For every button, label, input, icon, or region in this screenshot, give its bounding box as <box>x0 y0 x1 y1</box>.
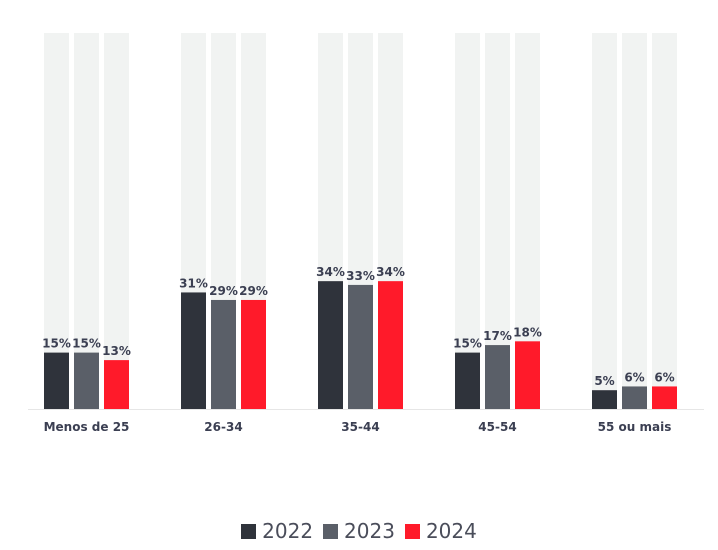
value-label: 29% <box>209 284 238 298</box>
bars <box>44 281 677 409</box>
legend-item-2022: 2022 <box>241 519 313 543</box>
value-label: 18% <box>513 325 542 339</box>
bar-2024-3 <box>515 341 540 409</box>
bar-2024-0 <box>104 360 129 409</box>
category-label: 35-44 <box>341 420 379 434</box>
legend: 2022 2023 2024 <box>0 519 718 543</box>
bar-2022-2 <box>318 281 343 409</box>
value-label: 31% <box>179 276 208 290</box>
value-label: 17% <box>483 329 512 343</box>
bar-track <box>622 33 647 409</box>
bar-track <box>455 33 480 409</box>
bar-2024-2 <box>378 281 403 409</box>
bar-track <box>592 33 617 409</box>
value-label: 33% <box>346 269 375 283</box>
legend-swatch <box>241 524 257 539</box>
bar-2023-1 <box>211 299 236 409</box>
bar-2023-4 <box>622 386 647 409</box>
value-label: 15% <box>453 337 482 351</box>
value-label: 6% <box>654 370 674 384</box>
category-label: 26-34 <box>204 420 242 434</box>
legend-label: 2023 <box>344 519 395 543</box>
bar-track <box>652 33 677 409</box>
category-label: 45-54 <box>478 420 516 434</box>
value-label: 5% <box>594 374 614 388</box>
bar-2023-2 <box>348 284 373 409</box>
category-labels: Menos de 25 26-34 35-44 45-54 55 ou mais <box>44 420 672 434</box>
legend-swatch <box>404 524 420 539</box>
bar-2022-4 <box>592 390 617 409</box>
value-label: 15% <box>72 337 101 351</box>
value-label: 34% <box>376 265 405 279</box>
bar-2024-1 <box>241 299 266 409</box>
bar-2022-1 <box>181 292 206 409</box>
category-label: 55 ou mais <box>598 420 672 434</box>
bar-2023-3 <box>485 345 510 409</box>
value-label: 6% <box>624 370 644 384</box>
value-label: 15% <box>42 337 71 351</box>
value-label: 34% <box>316 265 345 279</box>
category-label: Menos de 25 <box>44 420 130 434</box>
bar-2024-4 <box>652 386 677 409</box>
bar-2022-0 <box>44 352 69 409</box>
value-label: 13% <box>102 344 131 358</box>
legend-label: 2024 <box>425 519 477 543</box>
bar-2023-0 <box>74 352 99 409</box>
value-labels: 15% 15%13%31%29% 29%34% 33% 34%15%17% 18%5% 6%… <box>42 265 675 388</box>
legend-label: 2022 <box>262 519 314 543</box>
legend-swatch <box>323 524 339 539</box>
bar-track <box>44 33 69 409</box>
legend-item-2024: 2024 <box>404 519 477 543</box>
bar-track <box>104 33 129 409</box>
legend-item-2023: 2023 <box>323 519 395 543</box>
bar-2022-3 <box>455 352 480 409</box>
bar-track <box>74 33 99 409</box>
value-label: 29% <box>239 284 268 298</box>
